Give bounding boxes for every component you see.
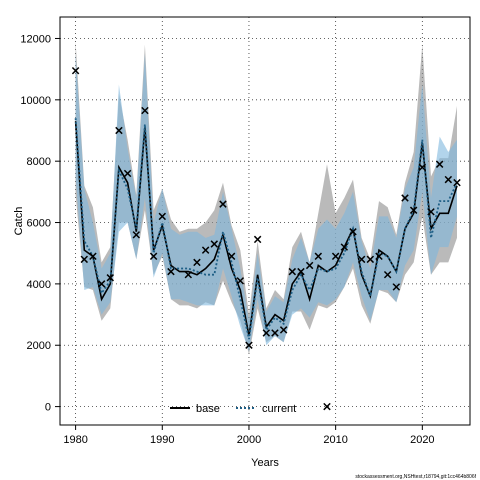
observed-point bbox=[80, 255, 89, 264]
observed-point bbox=[427, 208, 435, 216]
observed-point bbox=[245, 341, 253, 349]
observed-point bbox=[132, 231, 141, 239]
observed-point bbox=[219, 200, 227, 208]
y-axis-ticks: 0 2000 4000 6000 8000 10000 12000 bbox=[20, 33, 60, 414]
y-tick-label: 0 bbox=[45, 402, 51, 414]
observed-point bbox=[323, 402, 331, 411]
observed-point bbox=[210, 240, 219, 248]
observed-point bbox=[444, 175, 453, 184]
y-tick-label: 12000 bbox=[20, 33, 51, 45]
observed-point bbox=[123, 169, 132, 178]
observed-point bbox=[71, 66, 80, 75]
observed-point bbox=[383, 270, 392, 279]
observed-point bbox=[357, 255, 366, 264]
observed-point bbox=[331, 252, 340, 261]
footnote: stockassessment.org,NSHtest,r18794,git:1… bbox=[355, 474, 476, 480]
observed-point bbox=[184, 270, 193, 279]
legend: base current bbox=[170, 403, 296, 415]
x-tick-label: 2010 bbox=[323, 434, 347, 446]
y-tick-label: 4000 bbox=[27, 279, 51, 291]
observed-point bbox=[158, 212, 167, 221]
y-axis-label: Catch bbox=[13, 207, 25, 236]
observed-point bbox=[106, 274, 115, 282]
observed-point bbox=[435, 160, 444, 168]
observed-point bbox=[115, 126, 123, 135]
observed-point bbox=[409, 206, 418, 214]
observed-point bbox=[279, 326, 288, 334]
observed-point bbox=[97, 280, 106, 288]
current-series-line bbox=[74, 118, 458, 340]
observed-point bbox=[418, 163, 427, 172]
observed-point bbox=[141, 106, 149, 115]
x-tick-label: 2020 bbox=[410, 434, 434, 446]
observed-point bbox=[262, 329, 271, 337]
observed-point bbox=[340, 243, 349, 251]
observed-point bbox=[201, 246, 210, 254]
plot-frame bbox=[59, 16, 471, 426]
observed-point bbox=[314, 252, 323, 261]
observed-point bbox=[453, 178, 461, 187]
x-tick-label: 1980 bbox=[63, 434, 87, 446]
legend-base-label: base bbox=[196, 403, 220, 415]
y-tick-label: 6000 bbox=[27, 218, 51, 230]
observed-point bbox=[193, 258, 201, 267]
series-lines bbox=[74, 118, 458, 340]
x-axis-label: Years bbox=[251, 457, 279, 469]
observed-point bbox=[167, 267, 175, 276]
observed-point bbox=[288, 267, 297, 276]
observed-point bbox=[305, 261, 314, 270]
observed-point bbox=[366, 255, 375, 264]
observed-point bbox=[297, 267, 305, 276]
y-tick-label: 8000 bbox=[27, 156, 51, 168]
x-tick-label: 2000 bbox=[237, 434, 261, 446]
observed-point bbox=[375, 252, 383, 261]
observed-point bbox=[236, 277, 245, 285]
y-tick-label: 10000 bbox=[20, 95, 51, 107]
observed-point bbox=[401, 194, 409, 202]
observed-point bbox=[227, 252, 236, 261]
observed-point bbox=[271, 329, 279, 337]
observed-point bbox=[253, 235, 262, 244]
observed-point bbox=[149, 252, 158, 261]
y-tick-label: 2000 bbox=[27, 340, 51, 352]
x-tick-label: 1990 bbox=[150, 434, 174, 446]
observed-point bbox=[349, 228, 357, 236]
observed-point bbox=[89, 252, 97, 261]
current-confidence-band bbox=[75, 53, 457, 352]
observed-points bbox=[71, 66, 461, 411]
observed-point bbox=[392, 283, 401, 291]
x-axis-ticks: 1980 1990 2000 2010 2020 bbox=[63, 425, 435, 446]
legend-current-label: current bbox=[262, 403, 296, 415]
